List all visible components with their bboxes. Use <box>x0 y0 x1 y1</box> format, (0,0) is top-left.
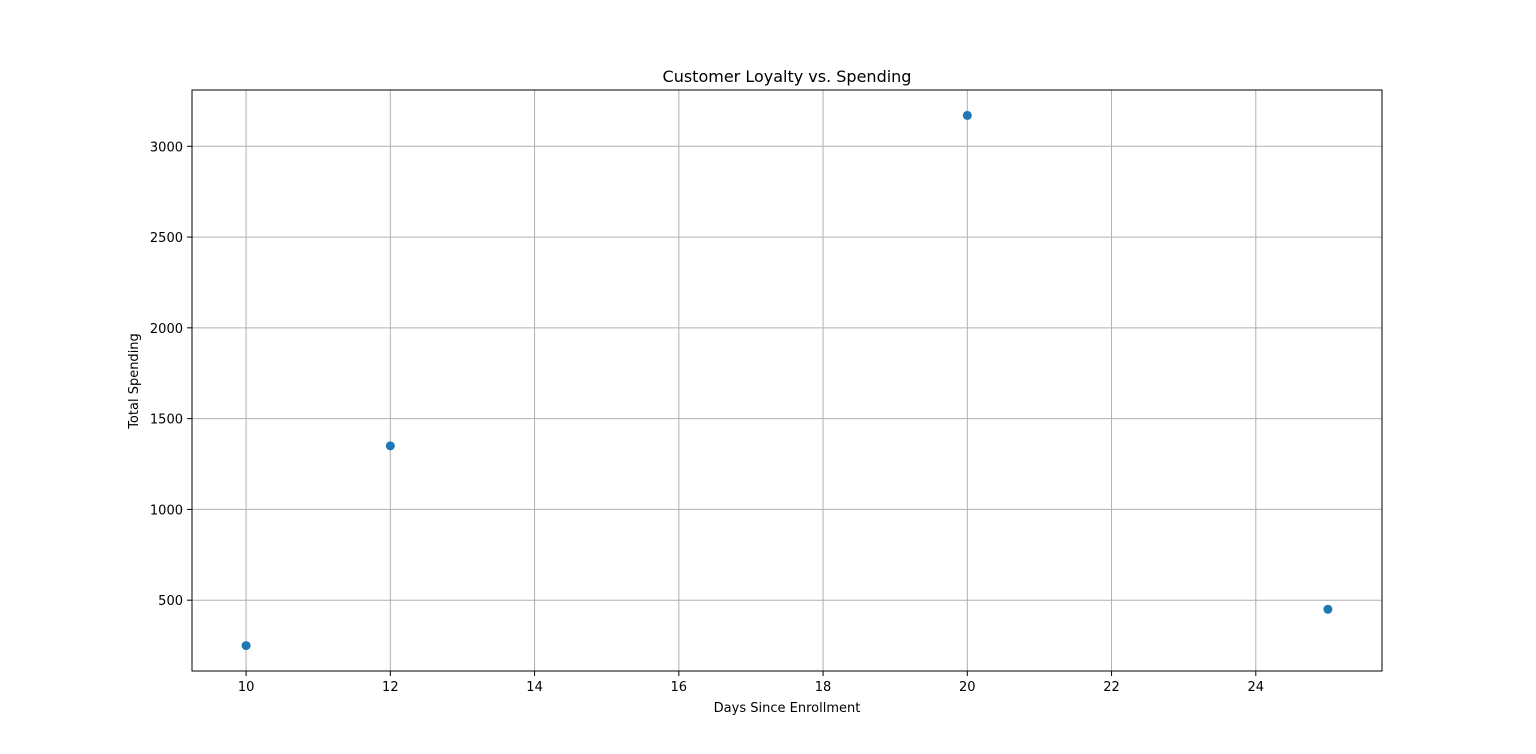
y-tick-label: 2500 <box>150 231 183 246</box>
data-point <box>241 641 251 651</box>
y-axis-label: Total Spending <box>127 333 142 430</box>
x-tick-label: 16 <box>671 680 688 695</box>
y-tick-label: 1000 <box>150 503 183 518</box>
data-point <box>962 110 972 120</box>
plot-area-frame <box>191 89 1383 672</box>
y-tick-label: 3000 <box>150 140 183 155</box>
x-axis-label: Days Since Enrollment <box>714 701 861 716</box>
x-tick-label: 22 <box>1103 680 1120 695</box>
x-tick-label: 10 <box>238 680 255 695</box>
x-tick-label: 12 <box>382 680 399 695</box>
y-tick-label: 1500 <box>150 413 183 428</box>
y-tick-label: 2000 <box>150 322 183 337</box>
axis-ticks: 10 12 14 16 18 20 22 24 500 1000 1500 2000 2500 3000 <box>150 140 1264 695</box>
x-tick-label: 20 <box>959 680 976 695</box>
data-point <box>385 441 395 451</box>
y-tick-label: 500 <box>158 594 183 609</box>
grid <box>192 90 1382 671</box>
x-tick-label: 18 <box>815 680 832 695</box>
data-points <box>241 110 1333 651</box>
chart-title: Customer Loyalty vs. Spending <box>663 67 912 86</box>
data-point <box>1323 604 1333 614</box>
x-tick-label: 14 <box>526 680 543 695</box>
x-tick-label: 24 <box>1248 680 1265 695</box>
